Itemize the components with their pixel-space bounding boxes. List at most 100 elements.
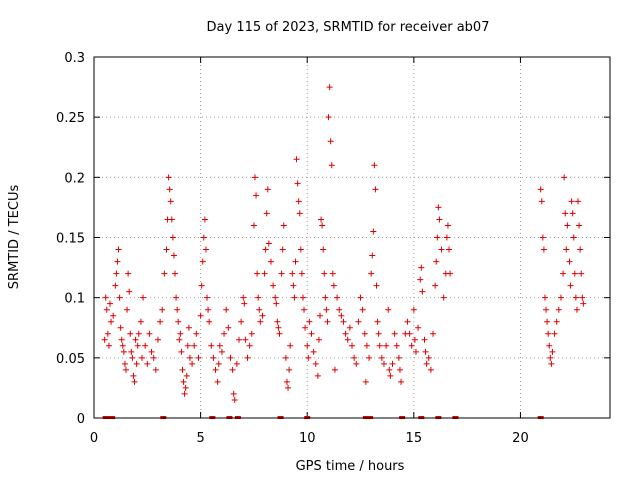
data-point (278, 270, 285, 277)
data-point (116, 294, 123, 301)
data-point (256, 306, 263, 313)
data-point (216, 342, 223, 349)
data-point (291, 294, 298, 301)
data-point (275, 324, 282, 331)
y-tick-label: 0.3 (64, 51, 85, 66)
data-point (130, 372, 137, 379)
data-point (546, 342, 553, 349)
data-point (165, 174, 172, 181)
data-point (118, 336, 125, 343)
data-point (287, 342, 294, 349)
data-point (255, 294, 262, 301)
data-point (344, 336, 351, 343)
data-point (361, 330, 368, 337)
data-point (204, 294, 211, 301)
data-point (199, 258, 206, 265)
data-point (299, 294, 306, 301)
y-tick-label: 0.25 (56, 111, 85, 126)
data-point (229, 366, 236, 373)
data-point (371, 162, 378, 169)
data-point (174, 306, 181, 313)
y-tick-label: 0.15 (56, 232, 85, 247)
data-point (446, 246, 453, 253)
data-point (124, 306, 131, 313)
data-point (576, 222, 583, 229)
data-point (548, 360, 555, 367)
data-point (101, 336, 108, 343)
data-point (129, 354, 136, 361)
data-point (326, 84, 333, 91)
data-point (230, 390, 237, 397)
data-point (221, 330, 228, 337)
data-point (308, 330, 315, 337)
data-point (398, 378, 405, 385)
data-point (366, 354, 373, 361)
data-point (265, 240, 272, 247)
data-point (351, 354, 358, 361)
data-point (541, 294, 548, 301)
data-point (443, 234, 450, 241)
data-point (138, 354, 145, 361)
data-point (286, 366, 293, 373)
data-point (170, 252, 177, 259)
data-point (108, 318, 115, 325)
data-point (418, 264, 425, 271)
data-point (363, 342, 370, 349)
data-point (540, 246, 547, 253)
x-tick-label: 15 (406, 431, 423, 446)
data-point (395, 354, 402, 361)
data-point (121, 360, 128, 367)
data-point (578, 270, 585, 277)
data-point (178, 348, 185, 355)
data-point (389, 360, 396, 367)
data-point (319, 222, 326, 229)
x-tick-label: 10 (299, 431, 316, 446)
data-point (383, 342, 390, 349)
data-point (296, 210, 303, 217)
data-point (359, 306, 366, 313)
data-point (251, 174, 258, 181)
data-point (372, 186, 379, 193)
data-point (218, 348, 225, 355)
data-point (317, 312, 324, 319)
data-point (547, 354, 554, 361)
data-point (163, 246, 170, 253)
data-point (166, 186, 173, 193)
data-point (283, 378, 290, 385)
data-point (238, 318, 245, 325)
data-point (544, 318, 551, 325)
data-point (391, 330, 398, 337)
data-point (185, 324, 192, 331)
data-point (567, 282, 574, 289)
data-point (270, 282, 277, 289)
data-point (421, 336, 428, 343)
data-point (315, 336, 322, 343)
y-axis-label: SRMTID / TECUs (7, 185, 22, 290)
data-point (262, 246, 269, 253)
data-point (563, 246, 570, 253)
data-point (214, 378, 221, 385)
data-point (135, 330, 142, 337)
data-point (189, 360, 196, 367)
data-point (328, 162, 335, 169)
y-tick-label: 0.1 (64, 292, 85, 307)
data-point (543, 306, 550, 313)
data-point (353, 360, 360, 367)
data-point (304, 342, 311, 349)
data-point (176, 336, 183, 343)
data-point (181, 390, 188, 397)
data-point (566, 258, 573, 265)
y-tick-label: 0 (77, 412, 85, 427)
data-point (279, 246, 286, 253)
data-point (408, 342, 415, 349)
data-point (290, 282, 297, 289)
data-point (375, 330, 382, 337)
data-point (167, 198, 174, 205)
data-point (179, 366, 186, 373)
data-points (101, 84, 587, 419)
data-point (273, 300, 280, 307)
data-point (106, 300, 113, 307)
data-point (577, 246, 584, 253)
x-tick-label: 20 (512, 431, 529, 446)
